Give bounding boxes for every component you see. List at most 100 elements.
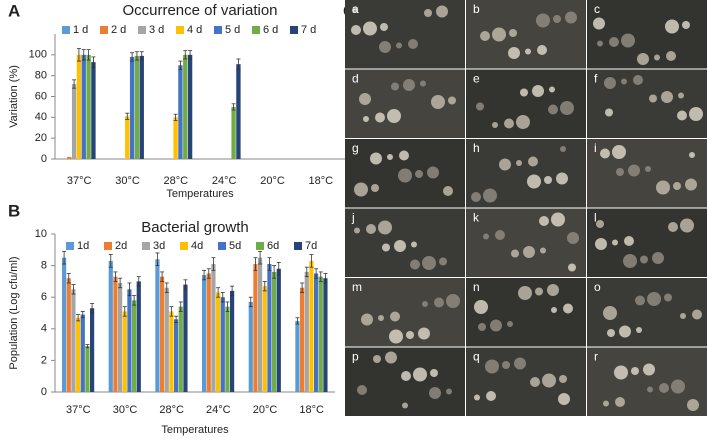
colony — [507, 321, 513, 327]
colony — [619, 325, 631, 338]
colony — [516, 160, 522, 166]
colony — [366, 224, 376, 234]
error-bar — [90, 303, 95, 314]
bar — [90, 308, 95, 392]
colony — [385, 351, 397, 364]
colony — [391, 82, 399, 91]
photo-label: p — [352, 350, 359, 364]
colony — [544, 176, 552, 184]
bar — [129, 56, 135, 159]
y-tick-label: 0 — [41, 386, 47, 398]
colony — [415, 170, 423, 178]
error-bar — [323, 273, 328, 284]
y-tick-label: 100 — [29, 49, 47, 61]
bar — [76, 317, 81, 392]
colony — [379, 41, 391, 53]
colony — [436, 5, 448, 18]
photo-label: o — [594, 280, 601, 294]
colony — [424, 9, 432, 17]
colony — [542, 373, 556, 388]
colony — [509, 29, 517, 37]
error-bar — [122, 306, 127, 317]
y-tick-label: 0 — [41, 153, 47, 165]
bar — [169, 311, 174, 392]
bar — [113, 276, 118, 392]
colony — [603, 306, 617, 320]
error-bar — [211, 257, 216, 271]
error-bar — [225, 301, 230, 312]
colony — [476, 102, 484, 111]
bar — [318, 276, 323, 392]
bar — [183, 284, 188, 392]
colony — [530, 377, 540, 387]
photo — [466, 347, 586, 416]
colony — [600, 148, 610, 159]
colony — [518, 286, 532, 300]
legend-label: 5 d — [225, 24, 240, 36]
photo-label: k — [473, 211, 480, 225]
colony — [673, 182, 681, 190]
error-bar — [220, 292, 225, 303]
colony — [446, 388, 452, 395]
legend-swatch — [100, 26, 108, 34]
colony — [595, 238, 607, 250]
colony — [406, 331, 414, 339]
error-bar — [276, 262, 281, 276]
colony — [514, 357, 526, 370]
colony — [540, 247, 546, 254]
colony — [614, 365, 628, 380]
error-bar — [272, 265, 277, 279]
bar — [173, 117, 178, 159]
legend-label: 2d — [115, 240, 127, 252]
y-tick-label: 6 — [41, 291, 47, 303]
legend-label: 2 d — [111, 24, 126, 36]
photo-label: r — [594, 350, 598, 364]
colony — [408, 39, 418, 49]
error-bar — [136, 276, 141, 287]
colony — [483, 188, 497, 203]
error-bar — [318, 271, 323, 282]
colony — [361, 313, 373, 326]
colony — [680, 218, 694, 233]
colony — [605, 108, 613, 117]
legend-label: 4 d — [187, 24, 202, 36]
error-bar — [231, 103, 236, 111]
colony — [516, 115, 530, 129]
colony — [474, 300, 488, 314]
bar — [108, 260, 113, 392]
colony — [373, 355, 381, 363]
chart-title: Bacterial growth — [141, 219, 249, 236]
bar — [155, 259, 160, 392]
colony — [357, 385, 367, 395]
legend-swatch — [218, 242, 226, 250]
legend-label: 1 d — [73, 24, 88, 36]
error-bar — [314, 268, 319, 279]
colony — [378, 220, 392, 235]
legend-label: 1d — [77, 240, 89, 252]
bar — [66, 278, 71, 392]
legend-swatch — [214, 26, 222, 34]
legend-swatch — [294, 242, 302, 250]
bar — [248, 301, 253, 392]
colony — [678, 92, 684, 99]
bar — [272, 271, 277, 392]
x-tick-label: 24°C — [206, 404, 231, 416]
colony — [556, 172, 568, 185]
error-bar — [267, 257, 272, 271]
bar — [220, 297, 225, 392]
colony — [448, 96, 456, 105]
colony — [370, 152, 382, 165]
x-tick-label: 37°C — [66, 404, 91, 416]
colony — [446, 294, 460, 308]
colony — [390, 311, 400, 322]
error-bar — [206, 268, 211, 279]
colony — [560, 101, 574, 115]
bar — [86, 54, 91, 160]
colony — [680, 313, 686, 319]
bar — [71, 84, 77, 159]
colony — [553, 15, 561, 23]
y-axis-label: Population (Log cfu/ml) — [8, 256, 20, 369]
bar — [262, 286, 267, 392]
colony — [616, 168, 624, 176]
colony — [563, 303, 573, 314]
